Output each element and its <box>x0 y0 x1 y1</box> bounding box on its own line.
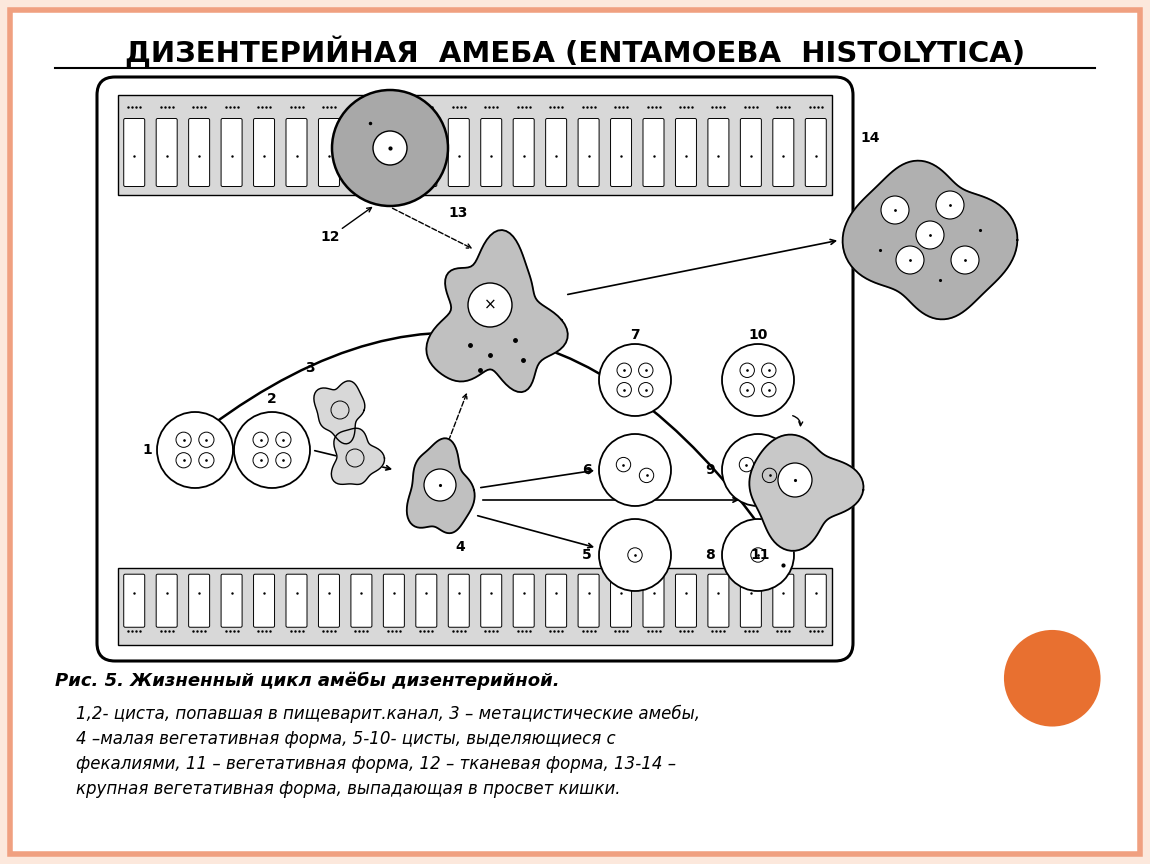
FancyBboxPatch shape <box>319 575 339 627</box>
FancyBboxPatch shape <box>513 575 535 627</box>
FancyBboxPatch shape <box>124 575 145 627</box>
Text: 9: 9 <box>705 463 715 477</box>
FancyBboxPatch shape <box>286 118 307 187</box>
Text: 11: 11 <box>750 548 769 562</box>
FancyBboxPatch shape <box>643 575 664 627</box>
FancyBboxPatch shape <box>448 575 469 627</box>
FancyBboxPatch shape <box>351 575 371 627</box>
Circle shape <box>951 246 979 274</box>
Circle shape <box>424 469 457 501</box>
FancyBboxPatch shape <box>448 118 469 187</box>
FancyBboxPatch shape <box>545 575 567 627</box>
FancyBboxPatch shape <box>773 575 794 627</box>
Text: 6: 6 <box>582 463 592 477</box>
FancyBboxPatch shape <box>611 118 631 187</box>
FancyBboxPatch shape <box>741 575 761 627</box>
Polygon shape <box>407 438 475 533</box>
FancyBboxPatch shape <box>513 118 535 187</box>
Circle shape <box>881 196 908 224</box>
Circle shape <box>722 344 794 416</box>
Text: 13: 13 <box>448 206 468 220</box>
FancyBboxPatch shape <box>708 118 729 187</box>
FancyBboxPatch shape <box>481 575 501 627</box>
FancyBboxPatch shape <box>189 118 209 187</box>
Circle shape <box>233 412 310 488</box>
Circle shape <box>722 519 794 591</box>
FancyBboxPatch shape <box>253 575 275 627</box>
Text: 14: 14 <box>860 131 880 145</box>
FancyBboxPatch shape <box>221 118 243 187</box>
Circle shape <box>917 221 944 249</box>
Text: 2: 2 <box>267 392 277 406</box>
Circle shape <box>599 344 670 416</box>
FancyBboxPatch shape <box>253 118 275 187</box>
FancyBboxPatch shape <box>545 118 567 187</box>
FancyBboxPatch shape <box>97 77 853 661</box>
FancyBboxPatch shape <box>805 118 826 187</box>
FancyBboxPatch shape <box>805 575 826 627</box>
Bar <box>118 568 831 645</box>
Text: ×: × <box>484 297 497 313</box>
Circle shape <box>779 463 812 497</box>
FancyBboxPatch shape <box>221 575 243 627</box>
Circle shape <box>722 434 794 506</box>
Text: 5: 5 <box>582 548 592 562</box>
Circle shape <box>158 412 233 488</box>
Circle shape <box>332 90 448 206</box>
FancyBboxPatch shape <box>675 118 697 187</box>
FancyBboxPatch shape <box>124 118 145 187</box>
Text: 7: 7 <box>630 328 639 342</box>
Circle shape <box>373 131 407 165</box>
FancyBboxPatch shape <box>189 575 209 627</box>
Polygon shape <box>750 435 864 551</box>
FancyBboxPatch shape <box>156 118 177 187</box>
Text: 12: 12 <box>320 230 339 244</box>
FancyBboxPatch shape <box>351 118 371 187</box>
Text: 1,2- циста, попавшая в пищеварит.канал, 3 – метацистические амебы,
    4 –малая : 1,2- циста, попавшая в пищеварит.канал, … <box>55 705 700 798</box>
Text: 10: 10 <box>749 328 768 342</box>
Text: 1: 1 <box>143 443 152 457</box>
FancyBboxPatch shape <box>675 575 697 627</box>
FancyBboxPatch shape <box>286 575 307 627</box>
Text: ДИЗЕНТЕРИЙНАЯ  АМЕБА (ENTAMOEBA  HISTOLYTICA): ДИЗЕНТЕРИЙНАЯ АМЕБА (ENTAMOEBA HISTOLYTI… <box>125 36 1025 68</box>
FancyBboxPatch shape <box>773 118 794 187</box>
Circle shape <box>936 191 964 219</box>
Polygon shape <box>427 230 568 392</box>
Bar <box>118 95 831 195</box>
Polygon shape <box>314 381 365 444</box>
FancyBboxPatch shape <box>708 575 729 627</box>
Text: Рис. 5. Жизненный цикл амёбы дизентерийной.: Рис. 5. Жизненный цикл амёбы дизентерийн… <box>55 672 560 690</box>
FancyBboxPatch shape <box>383 118 405 187</box>
Text: 3: 3 <box>305 361 315 375</box>
Circle shape <box>896 246 923 274</box>
Circle shape <box>1004 630 1101 727</box>
Circle shape <box>599 519 670 591</box>
FancyBboxPatch shape <box>416 575 437 627</box>
FancyBboxPatch shape <box>578 575 599 627</box>
FancyBboxPatch shape <box>383 575 405 627</box>
FancyBboxPatch shape <box>643 118 664 187</box>
FancyBboxPatch shape <box>741 118 761 187</box>
Polygon shape <box>843 161 1018 320</box>
Text: 4: 4 <box>455 540 465 554</box>
FancyBboxPatch shape <box>10 10 1140 854</box>
FancyBboxPatch shape <box>156 575 177 627</box>
Text: 8: 8 <box>705 548 715 562</box>
Circle shape <box>468 283 512 327</box>
FancyBboxPatch shape <box>611 575 631 627</box>
FancyBboxPatch shape <box>319 118 339 187</box>
FancyBboxPatch shape <box>416 118 437 187</box>
FancyBboxPatch shape <box>578 118 599 187</box>
Circle shape <box>599 434 670 506</box>
Polygon shape <box>331 429 384 485</box>
FancyBboxPatch shape <box>481 118 501 187</box>
